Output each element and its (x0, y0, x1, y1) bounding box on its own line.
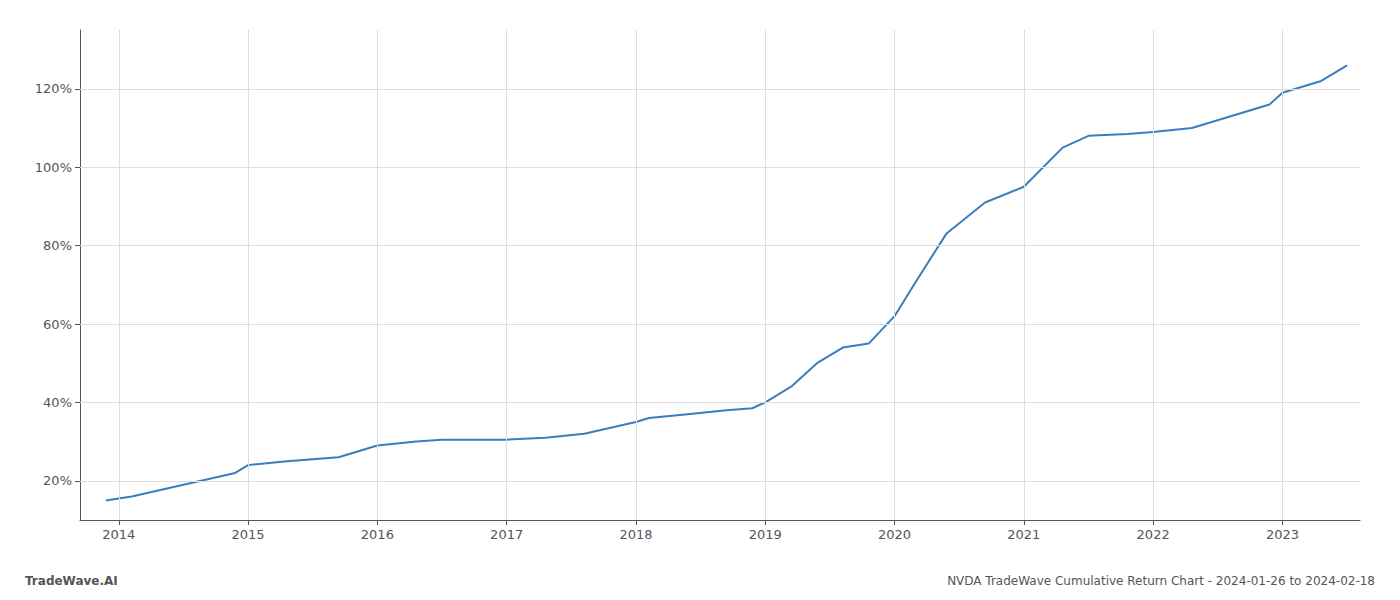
svg-text:40%: 40% (43, 395, 72, 410)
svg-text:2023: 2023 (1266, 527, 1299, 542)
svg-text:2015: 2015 (232, 527, 265, 542)
svg-text:TradeWave.AI: TradeWave.AI (25, 574, 118, 588)
svg-text:100%: 100% (35, 160, 72, 175)
svg-text:2022: 2022 (1137, 527, 1170, 542)
svg-text:120%: 120% (35, 81, 72, 96)
svg-text:2018: 2018 (619, 527, 652, 542)
svg-text:2020: 2020 (878, 527, 911, 542)
svg-text:80%: 80% (43, 238, 72, 253)
svg-text:2014: 2014 (102, 527, 135, 542)
svg-text:60%: 60% (43, 317, 72, 332)
svg-text:2016: 2016 (361, 527, 394, 542)
svg-text:2017: 2017 (490, 527, 523, 542)
svg-text:20%: 20% (43, 473, 72, 488)
svg-text:NVDA TradeWave Cumulative Retu: NVDA TradeWave Cumulative Return Chart -… (947, 574, 1375, 588)
svg-text:2019: 2019 (749, 527, 782, 542)
svg-text:2021: 2021 (1007, 527, 1040, 542)
